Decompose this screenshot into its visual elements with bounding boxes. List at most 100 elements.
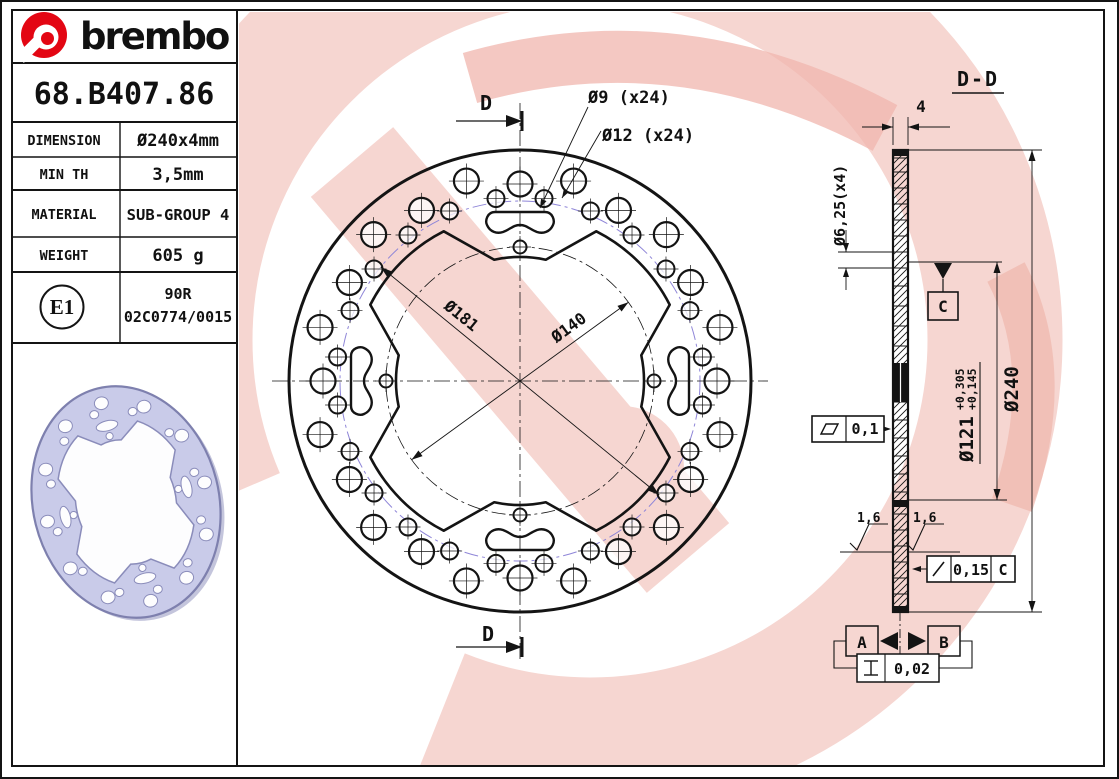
spec-label: WEIGHT [40,248,89,264]
part-number: 68.B407.86 [34,77,215,112]
runout-frame: 0,15 C [914,555,1016,583]
roughness-value: 1,6 [857,511,881,526]
hatch-line [893,414,908,431]
disc-render-bean [95,419,119,432]
brembo-logo: brembo [16,12,231,63]
disc-render-bean [59,505,72,529]
hatch-line [893,267,908,284]
callout-arrowhead [540,198,547,208]
disc-render-bean [133,572,157,585]
spec-value: 3,5mm [152,165,203,185]
brembo-logo-mark [16,12,67,63]
dim-outer: Ø240 [1001,366,1023,413]
dim-arrowhead [411,450,423,460]
hatch-line [893,407,908,424]
section-dark-band [893,606,908,612]
hatch-line [893,274,908,291]
hatch-line [893,155,908,172]
datum-b-connector [939,640,973,669]
bore-tol-upper: +0,305 [953,368,967,410]
disc-render-hole [174,428,190,443]
roughness-symbol-icon [905,523,944,551]
hatch-line [893,519,908,536]
hatch-line [893,428,908,445]
bean-cutout [485,210,555,234]
hatch-line [893,204,908,221]
hatch-line [893,491,908,508]
callout-leader [539,106,589,209]
disc-render-hole [100,590,116,605]
hatch-line [893,225,908,242]
roughness-symbol-icon [849,523,888,551]
disc-render-hole [89,410,100,420]
datum-a-arrow [880,632,898,650]
datum-b-arrow [908,632,926,650]
spec-value: Ø240x4mm [136,131,219,151]
section-cut-arrow [506,641,522,653]
datum-a-label: A [857,633,867,652]
datum-c-box [927,291,959,321]
hatch-line [893,449,908,466]
brembo-wordmark: brembo [80,15,229,58]
disc-render-hole [136,399,152,414]
hatch-line [893,575,908,592]
e1-circle [39,284,85,330]
homologation-block: E1 90R 02C0774/0015 [39,284,232,330]
section-dark-band [893,150,908,156]
disc-render-hole [62,561,78,576]
disc-render-hole [143,593,159,608]
spec-table: DIMENSION Ø240x4mm MIN TH 3,5mm MATERIAL… [27,131,229,266]
disc-render-mount-hole [105,432,114,441]
disc-render-hole [52,527,63,537]
disc-render-mount-hole [138,563,147,572]
hatch-line [893,232,908,249]
datum-c-label: C [938,297,948,316]
disc-render-hole [93,396,109,411]
hatch-line [893,547,908,564]
disc-render-hole [59,436,70,446]
hatch-line [893,435,908,452]
datum-ab-block: A B 0,02 [833,612,973,683]
hatch-line [893,239,908,256]
section-dark-band [893,500,908,507]
roughness-value: 1,6 [913,511,937,526]
thickness-dim-lines [862,117,950,145]
disc-front-view [272,103,768,660]
runout-datum-ref: C [998,561,1007,579]
hatch-line [893,512,908,529]
datum-b-label: B [939,633,949,652]
dim-arrowhead [648,485,660,496]
callout-leader [561,130,602,199]
bore-tol-lower: +0,145 [965,368,979,410]
disc-render-hole [164,428,175,438]
symmetry-symbol-icon [864,660,878,676]
disc-photo-render [30,385,225,621]
homologation-line1: 90R [164,285,192,303]
spec-value: SUB-GROUP 4 [127,206,230,224]
disc-render-hole [152,584,163,594]
hatch-line [893,470,908,487]
hatch-line [893,582,908,599]
section-bar-outline [891,148,910,614]
hatch-line [893,540,908,557]
callout-small-holes: Ø9 (x24) [587,88,670,108]
bean-cutout-group [349,346,373,416]
runout-tol: 0,15 [953,561,989,579]
dim-bore: Ø121 [956,416,978,463]
section-cut-label-bottom: D [482,622,494,646]
disc-render-hole [57,419,73,434]
hatch-line [893,400,908,417]
disc-render-hole [198,527,214,542]
dim-line-bolt-circle [411,301,629,461]
runout-symbol-icon [932,561,945,577]
disc-render-hole [179,570,195,585]
hatch-line [893,190,908,207]
spec-label: MATERIAL [31,207,96,223]
disc-render-hole [114,587,125,597]
hatch-line [893,505,908,522]
callout-large-holes: Ø12 (x24) [601,126,694,146]
datum-a-connector [833,640,857,669]
hatch-line [893,162,908,179]
spec-label: DIMENSION [27,133,100,149]
